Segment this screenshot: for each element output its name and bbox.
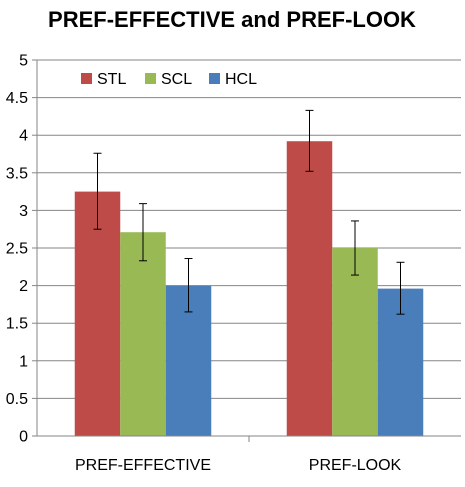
bar-scl-1 [120, 232, 166, 436]
y-tick-label: 4 [19, 128, 28, 145]
bars [74, 141, 424, 436]
error-bars [93, 109, 405, 315]
legend-label-stl: STL [97, 71, 126, 88]
y-tick-label: 0 [19, 429, 28, 446]
y-tick-label: 2.5 [6, 241, 28, 258]
x-tick-labels: PREF-EFFECTIVE PREF-LOOK [75, 457, 402, 474]
y-tick-label: 3 [19, 203, 28, 220]
legend-label-scl: SCL [161, 71, 192, 88]
y-tick-label: 3.5 [6, 165, 28, 182]
x-tick-label: PREF-EFFECTIVE [75, 457, 211, 474]
axes [32, 59, 461, 442]
bar-stl-1 [74, 191, 121, 436]
legend-label-hcl: HCL [225, 71, 257, 88]
bar-stl-2 [286, 141, 333, 436]
chart-title: PREF-EFFECTIVE and PREF-LOOK [48, 7, 416, 32]
legend-swatch-scl [145, 73, 156, 84]
bar-scl-2 [332, 248, 378, 436]
legend: STL SCL HCL [81, 71, 257, 88]
y-tick-label: 5 [19, 53, 28, 70]
legend-swatch-stl [81, 73, 92, 84]
y-tick-label: 0.5 [6, 391, 28, 408]
y-tick-label: 4.5 [6, 90, 28, 107]
y-tick-labels: 0 0.5 1 1.5 2 2.5 3 3.5 4 4.5 5 [6, 53, 28, 446]
y-tick-label: 2 [19, 278, 28, 295]
x-tick-label: PREF-LOOK [309, 457, 402, 474]
y-tick-label: 1 [19, 353, 28, 370]
y-tick-label: 1.5 [6, 316, 28, 333]
legend-swatch-hcl [209, 73, 220, 84]
